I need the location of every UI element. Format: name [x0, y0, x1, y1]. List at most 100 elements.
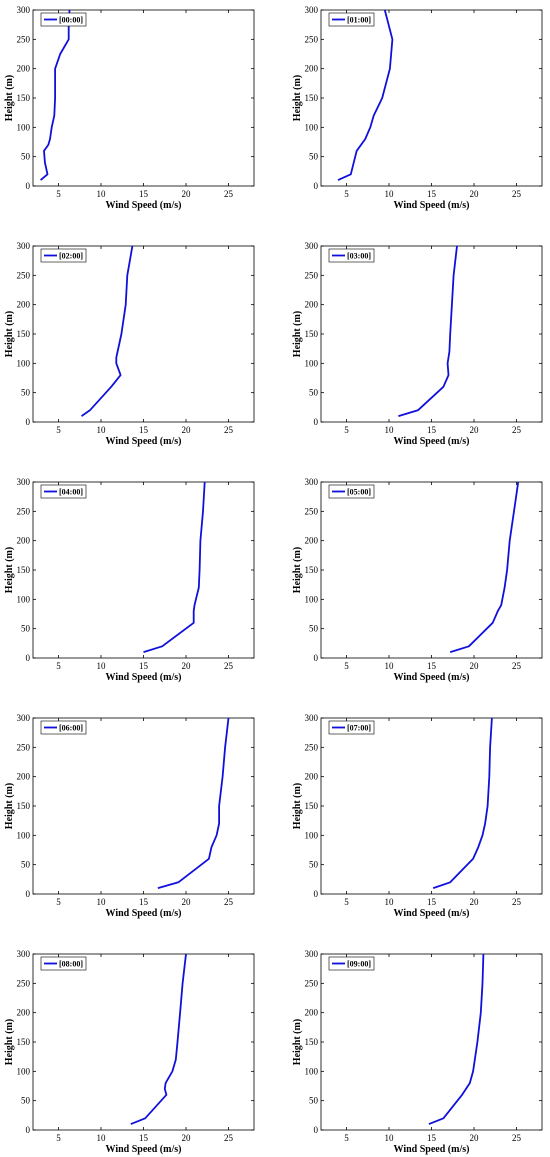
x-tick-label: 5 — [56, 425, 61, 435]
y-tick-label: 200 — [17, 64, 31, 74]
y-tick-label: 100 — [17, 830, 31, 840]
x-tick-label: 15 — [139, 1133, 149, 1143]
y-tick-label: 200 — [17, 536, 31, 546]
x-tick-label: 10 — [97, 425, 107, 435]
legend-label: [08:00] — [59, 960, 83, 969]
legend-box — [328, 720, 375, 735]
y-tick-label: 150 — [17, 1037, 31, 1047]
y-tick-label: 50 — [309, 860, 319, 870]
y-tick-label: 300 — [17, 5, 31, 15]
x-tick-label: 25 — [512, 661, 522, 671]
y-tick-label: 250 — [17, 978, 31, 988]
legend-label: [02:00] — [59, 252, 83, 261]
x-tick-label: 20 — [182, 1133, 192, 1143]
y-tick-label: 250 — [17, 506, 31, 516]
legend-box — [328, 484, 375, 499]
y-tick-label: 150 — [305, 565, 319, 575]
x-tick-label: 5 — [56, 1133, 61, 1143]
x-tick-label: 10 — [97, 1133, 107, 1143]
y-tick-label: 100 — [305, 1066, 319, 1076]
y-tick-label: 250 — [305, 742, 319, 752]
legend-label: [00:00] — [59, 16, 83, 25]
y-tick-label: 300 — [17, 713, 31, 723]
y-tick-label: 50 — [309, 388, 319, 398]
y-tick-label: 200 — [305, 536, 319, 546]
y-tick-label: 200 — [17, 1008, 31, 1018]
x-tick-label: 25 — [512, 897, 522, 907]
y-tick-label: 300 — [17, 241, 31, 251]
y-tick-label: 0 — [26, 1125, 31, 1135]
y-axis-title: Height (m) — [292, 311, 303, 357]
x-tick-label: 20 — [470, 189, 480, 199]
x-tick-label: 15 — [427, 897, 437, 907]
x-axis-title: Wind Speed (m/s) — [106, 908, 182, 919]
y-tick-label: 50 — [21, 1096, 31, 1106]
y-tick-label: 50 — [309, 624, 319, 634]
x-tick-label: 15 — [427, 661, 437, 671]
y-tick-label: 150 — [17, 801, 31, 811]
wind-profile-line — [449, 481, 520, 653]
y-tick-label: 200 — [305, 1008, 319, 1018]
wind-profile-line — [130, 953, 187, 1125]
x-tick-label: 20 — [182, 425, 192, 435]
y-tick-label: 50 — [309, 1096, 319, 1106]
y-tick-label: 100 — [17, 358, 31, 368]
plot-area-frame — [32, 245, 255, 423]
legend-label: [07:00] — [347, 724, 371, 733]
x-tick-label: 15 — [139, 897, 149, 907]
y-tick-label: 200 — [305, 772, 319, 782]
y-tick-label: 200 — [305, 300, 319, 310]
plot-area-frame — [32, 953, 255, 1131]
legend-box — [40, 720, 87, 735]
y-tick-label: 250 — [305, 978, 319, 988]
x-tick-label: 25 — [512, 1133, 522, 1143]
x-tick-label: 5 — [56, 189, 61, 199]
y-tick-label: 0 — [314, 1125, 319, 1135]
legend-box — [40, 12, 87, 27]
y-tick-label: 0 — [26, 889, 31, 899]
x-axis-title: Wind Speed (m/s) — [394, 1144, 470, 1155]
legend-label: [03:00] — [347, 252, 371, 261]
y-tick-label: 300 — [305, 477, 319, 487]
x-axis-title: Wind Speed (m/s) — [106, 672, 182, 683]
y-tick-label: 100 — [17, 1066, 31, 1076]
legend-box — [328, 12, 375, 27]
y-tick-label: 200 — [17, 772, 31, 782]
x-tick-label: 10 — [385, 189, 395, 199]
y-tick-label: 150 — [17, 329, 31, 339]
wind-profile-line — [428, 953, 485, 1125]
legend-box — [40, 956, 87, 971]
y-tick-label: 200 — [17, 300, 31, 310]
legend-label: [05:00] — [347, 488, 371, 497]
y-tick-label: 100 — [305, 122, 319, 132]
y-tick-label: 300 — [305, 241, 319, 251]
wind-profile-line — [80, 245, 134, 417]
y-axis-title: Height (m) — [292, 75, 303, 121]
y-tick-label: 150 — [305, 329, 319, 339]
x-tick-label: 5 — [344, 661, 349, 671]
legend-label: [01:00] — [347, 16, 371, 25]
wind-profile-line — [398, 245, 458, 417]
x-tick-label: 20 — [182, 189, 192, 199]
y-tick-label: 250 — [305, 506, 319, 516]
x-tick-label: 25 — [224, 189, 234, 199]
x-tick-label: 10 — [97, 661, 107, 671]
x-tick-label: 10 — [97, 189, 107, 199]
plot-area-frame — [320, 245, 543, 423]
y-axis-title: Height (m) — [292, 1019, 303, 1065]
x-axis-title: Wind Speed (m/s) — [106, 1144, 182, 1155]
y-tick-label: 0 — [26, 181, 31, 191]
x-tick-label: 15 — [139, 425, 149, 435]
plot-area-frame — [320, 717, 543, 895]
y-tick-label: 250 — [17, 742, 31, 752]
y-axis-title: Height (m) — [4, 547, 15, 593]
x-tick-label: 15 — [139, 661, 149, 671]
legend-box — [40, 484, 87, 499]
y-tick-label: 300 — [17, 949, 31, 959]
legend-box — [328, 248, 375, 263]
